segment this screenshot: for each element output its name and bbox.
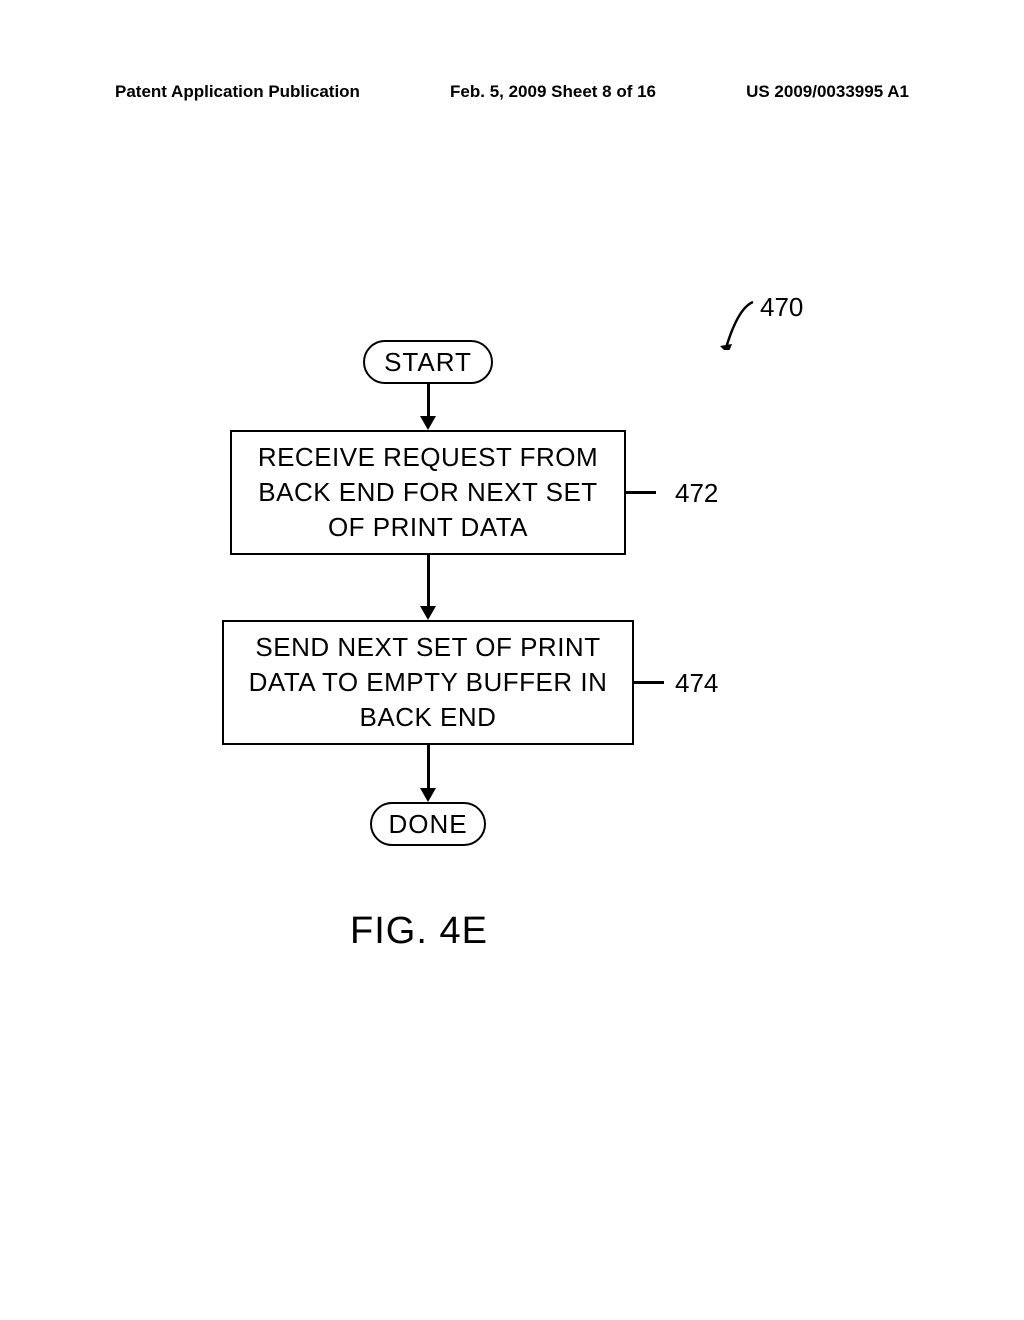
leader-line-470 — [718, 300, 758, 350]
node-start-label: START — [384, 347, 472, 378]
edge-472-474 — [427, 555, 430, 608]
edge-474-done — [427, 745, 430, 790]
arrowhead-3 — [420, 788, 436, 802]
ref-label-474: 474 — [675, 668, 718, 699]
header-right: US 2009/0033995 A1 — [746, 82, 909, 102]
leader-474 — [634, 681, 664, 684]
ref-label-472: 472 — [675, 478, 718, 509]
header-center: Feb. 5, 2009 Sheet 8 of 16 — [450, 82, 656, 102]
arrowhead-2 — [420, 606, 436, 620]
page-header: Patent Application Publication Feb. 5, 2… — [0, 82, 1024, 102]
figure-label: FIG. 4E — [350, 910, 488, 953]
node-step472-label: RECEIVE REQUEST FROMBACK END FOR NEXT SE… — [258, 440, 598, 545]
leader-472 — [626, 491, 656, 494]
edge-start-472 — [427, 384, 430, 418]
node-done-label: DONE — [388, 809, 467, 840]
header-left: Patent Application Publication — [115, 82, 360, 102]
node-step474-label: SEND NEXT SET OF PRINTDATA TO EMPTY BUFF… — [249, 630, 608, 735]
arrowhead-1 — [420, 416, 436, 430]
node-start: START — [363, 340, 493, 384]
ref-label-470: 470 — [760, 292, 803, 323]
node-step472: RECEIVE REQUEST FROMBACK END FOR NEXT SE… — [230, 430, 626, 555]
node-done: DONE — [370, 802, 486, 846]
node-step474: SEND NEXT SET OF PRINTDATA TO EMPTY BUFF… — [222, 620, 634, 745]
